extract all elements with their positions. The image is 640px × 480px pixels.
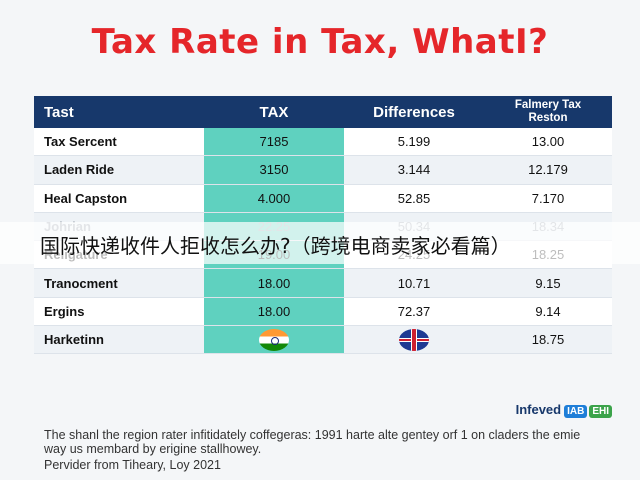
tax-cell: [204, 325, 344, 355]
brand-logo: Infeved IAB EHI: [516, 402, 612, 418]
brand-badge-1: IAB: [564, 405, 588, 418]
rate-cell: 12.179: [484, 155, 612, 185]
table-row: Heal Capston 4.000 52.85 7.170: [34, 184, 612, 213]
table-row: Ergins 18.00 72.37 9.14: [34, 297, 612, 327]
tax-cell: 18.00: [204, 297, 344, 327]
india-flag-icon: [259, 328, 289, 351]
table-row: Harketinn 18.75: [34, 325, 612, 355]
tax-cell: 7185: [204, 128, 344, 157]
difference-cell: 5.199: [344, 128, 484, 157]
row-name-cell: Ergins: [34, 297, 204, 327]
row-name-cell: Harketinn: [34, 325, 204, 355]
difference-cell: 10.71: [344, 268, 484, 298]
column-header-tast: Tast: [34, 96, 204, 128]
table-row: Tax Sercent 7185 5.199 13.00: [34, 128, 612, 157]
banner-overlay-text: 国际快递收件人拒收怎么办?（跨境电商卖家必看篇）: [40, 234, 511, 258]
rate-cell: 7.170: [484, 184, 612, 213]
footnote: The shanl the region rater infitidately …: [44, 428, 581, 456]
row-name-cell: Tranocment: [34, 268, 204, 298]
source-note: Pervider from Tiheary, Loy 2021: [44, 458, 221, 472]
row-name-cell: Tax Sercent: [34, 128, 204, 157]
table-row: Laden Ride 3150 3.144 12.179: [34, 155, 612, 185]
row-name-cell: Heal Capston: [34, 184, 204, 213]
rate-cell: 18.75: [484, 325, 612, 355]
uk-flag-icon: [399, 328, 429, 351]
tax-cell: 4.000: [204, 184, 344, 213]
rate-cell: 13.00: [484, 128, 612, 157]
rate-cell: 9.15: [484, 268, 612, 298]
difference-cell: 72.37: [344, 297, 484, 327]
brand-badge-2: EHI: [589, 405, 612, 418]
difference-cell: 52.85: [344, 184, 484, 213]
column-header-tax: TAX: [204, 96, 344, 128]
row-name-cell: Laden Ride: [34, 155, 204, 185]
brand-name: Infeved: [515, 402, 562, 417]
banner-overlay: [0, 222, 640, 264]
column-header-tax-reston: Falmery Tax Reston: [484, 96, 612, 128]
tax-cell: 3150: [204, 155, 344, 185]
tax-cell: 18.00: [204, 268, 344, 298]
difference-cell: [344, 325, 484, 355]
column-header-differences: Differences: [344, 96, 484, 128]
chart-title: Tax Rate in Tax, WhatI?: [91, 22, 549, 62]
table-row: Tranocment 18.00 10.71 9.15: [34, 268, 612, 298]
table-header-row: Tast TAX Differences Falmery Tax Reston: [34, 96, 612, 128]
difference-cell: 3.144: [344, 155, 484, 185]
rate-cell: 9.14: [484, 297, 612, 327]
